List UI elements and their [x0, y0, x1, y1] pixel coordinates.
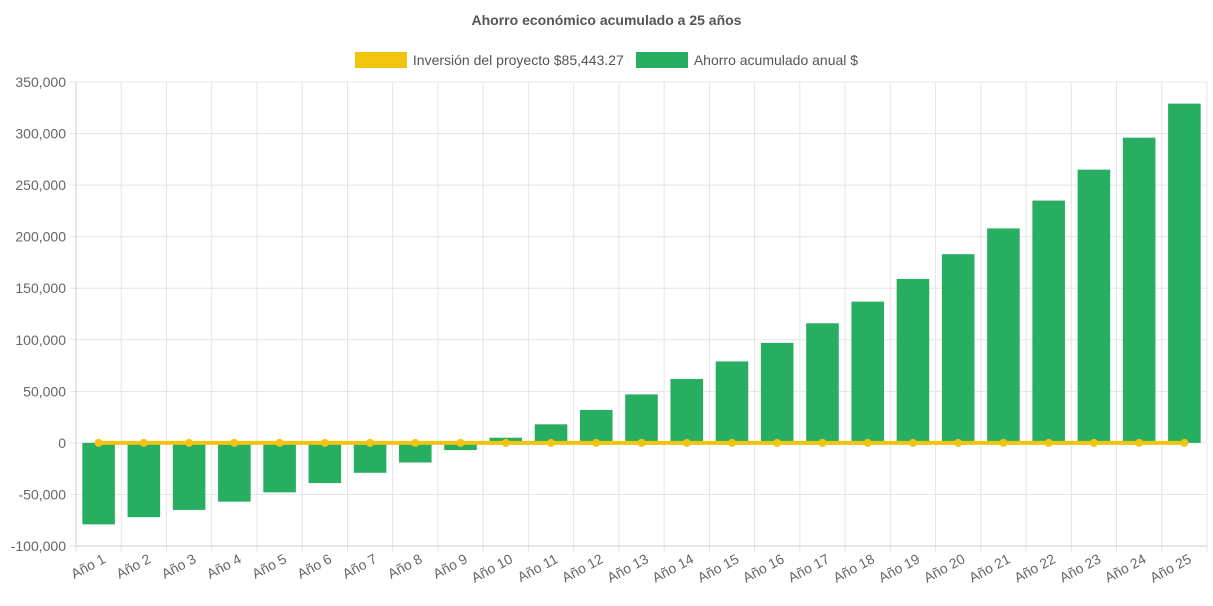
- point-investment-23[interactable]: [1089, 438, 1098, 447]
- point-investment-19[interactable]: [908, 438, 917, 447]
- y-tick-label: 250,000: [15, 177, 66, 193]
- point-investment-25[interactable]: [1180, 438, 1189, 447]
- point-investment-7[interactable]: [366, 438, 375, 447]
- x-tick-label: Año 16: [740, 550, 787, 585]
- legend: Inversión del proyecto $85,443.27 Ahorro…: [0, 52, 1213, 68]
- x-tick-label: Año 12: [559, 550, 606, 585]
- bar-savings-17[interactable]: [806, 323, 839, 443]
- x-tick-label: Año 10: [468, 550, 515, 585]
- bar-savings-24[interactable]: [1122, 137, 1156, 443]
- y-tick-label: 0: [58, 435, 66, 451]
- x-tick-label: Año 25: [1147, 550, 1194, 585]
- y-tick-label: 50,000: [23, 383, 66, 399]
- point-investment-5[interactable]: [275, 438, 284, 447]
- x-tick-label: Año 9: [430, 550, 470, 581]
- point-investment-21[interactable]: [999, 438, 1008, 447]
- point-investment-22[interactable]: [1044, 438, 1053, 447]
- x-tick-label: Año 17: [785, 550, 832, 585]
- x-tick-label: Año 20: [921, 550, 968, 585]
- point-investment-2[interactable]: [139, 438, 148, 447]
- bar-savings-2[interactable]: [127, 442, 161, 518]
- point-investment-20[interactable]: [954, 438, 963, 447]
- x-tick-label: Año 18: [830, 550, 877, 585]
- x-tick-label: Año 15: [695, 550, 742, 585]
- bar-savings-12[interactable]: [579, 409, 613, 443]
- point-investment-10[interactable]: [501, 438, 510, 447]
- bar-savings-25[interactable]: [1168, 103, 1201, 443]
- x-tick-label: Año 6: [294, 550, 334, 581]
- bar-savings-23[interactable]: [1077, 169, 1111, 443]
- bar-savings-15[interactable]: [715, 361, 749, 443]
- y-tick-label: -100,000: [11, 538, 66, 554]
- legend-swatch-savings: [635, 52, 688, 68]
- x-tick-label: Año 14: [649, 550, 696, 585]
- legend-item-savings[interactable]: Ahorro acumulado anual $: [635, 52, 859, 68]
- x-tick-label: Año 2: [113, 550, 153, 581]
- x-tick-label: Año 4: [204, 550, 244, 581]
- point-investment-18[interactable]: [863, 438, 872, 447]
- chart-title: Ahorro económico acumulado a 25 años: [471, 12, 742, 28]
- x-tick-label: Año 13: [604, 550, 651, 585]
- x-tick-label: Año 19: [876, 550, 923, 585]
- bar-savings-3[interactable]: [172, 442, 206, 510]
- bar-savings-22[interactable]: [1032, 200, 1065, 443]
- y-tick-label: 350,000: [15, 74, 66, 90]
- point-investment-11[interactable]: [547, 438, 556, 447]
- point-investment-6[interactable]: [320, 438, 329, 447]
- point-investment-14[interactable]: [682, 438, 691, 447]
- point-investment-15[interactable]: [727, 438, 736, 447]
- bar-savings-16[interactable]: [760, 342, 794, 443]
- y-tick-label: 300,000: [15, 126, 66, 142]
- bar-savings-8[interactable]: [399, 442, 432, 463]
- point-investment-17[interactable]: [818, 438, 827, 447]
- legend-label-savings: Ahorro acumulado anual $: [693, 52, 859, 68]
- y-tick-label: 100,000: [15, 332, 66, 348]
- x-tick-label: Año 3: [159, 550, 199, 581]
- point-investment-8[interactable]: [411, 438, 420, 447]
- point-investment-3[interactable]: [185, 438, 194, 447]
- point-investment-13[interactable]: [637, 438, 646, 447]
- legend-swatch-investment: [354, 52, 407, 68]
- x-tick-label: Año 11: [515, 550, 561, 585]
- bar-savings-14[interactable]: [670, 378, 704, 443]
- legend-item-investment[interactable]: Inversión del proyecto $85,443.27: [354, 52, 624, 68]
- point-investment-12[interactable]: [592, 438, 601, 447]
- bar-savings-20[interactable]: [941, 254, 975, 443]
- bar-savings-6[interactable]: [308, 442, 342, 484]
- x-tick-label: Año 22: [1011, 550, 1058, 585]
- bar-savings-11[interactable]: [534, 424, 568, 443]
- x-tick-label: Año 8: [385, 550, 425, 581]
- y-tick-label: 200,000: [15, 229, 66, 245]
- point-investment-4[interactable]: [230, 438, 239, 447]
- point-investment-16[interactable]: [773, 438, 782, 447]
- x-tick-label: Año 24: [1102, 550, 1149, 585]
- bar-savings-19[interactable]: [896, 278, 930, 443]
- bar-savings-18[interactable]: [851, 301, 884, 443]
- bar-savings-13[interactable]: [625, 394, 658, 443]
- bar-savings-21[interactable]: [987, 228, 1020, 443]
- legend-label-investment: Inversión del proyecto $85,443.27: [412, 52, 624, 68]
- x-tick-label: Año 21: [966, 550, 1013, 585]
- x-tick-label: Año 5: [249, 550, 289, 581]
- bar-savings-7[interactable]: [353, 442, 387, 473]
- bar-savings-4[interactable]: [218, 442, 251, 502]
- x-tick-label: Año 7: [340, 550, 380, 581]
- x-tick-label: Año 23: [1057, 550, 1104, 585]
- y-tick-label: -50,000: [19, 486, 67, 502]
- point-investment-24[interactable]: [1135, 438, 1144, 447]
- point-investment-1[interactable]: [94, 438, 103, 447]
- y-tick-label: 150,000: [15, 280, 66, 296]
- point-investment-9[interactable]: [456, 438, 465, 447]
- bar-savings-5[interactable]: [263, 442, 296, 493]
- x-tick-label: Año 1: [68, 550, 108, 581]
- bar-savings-1[interactable]: [82, 442, 115, 525]
